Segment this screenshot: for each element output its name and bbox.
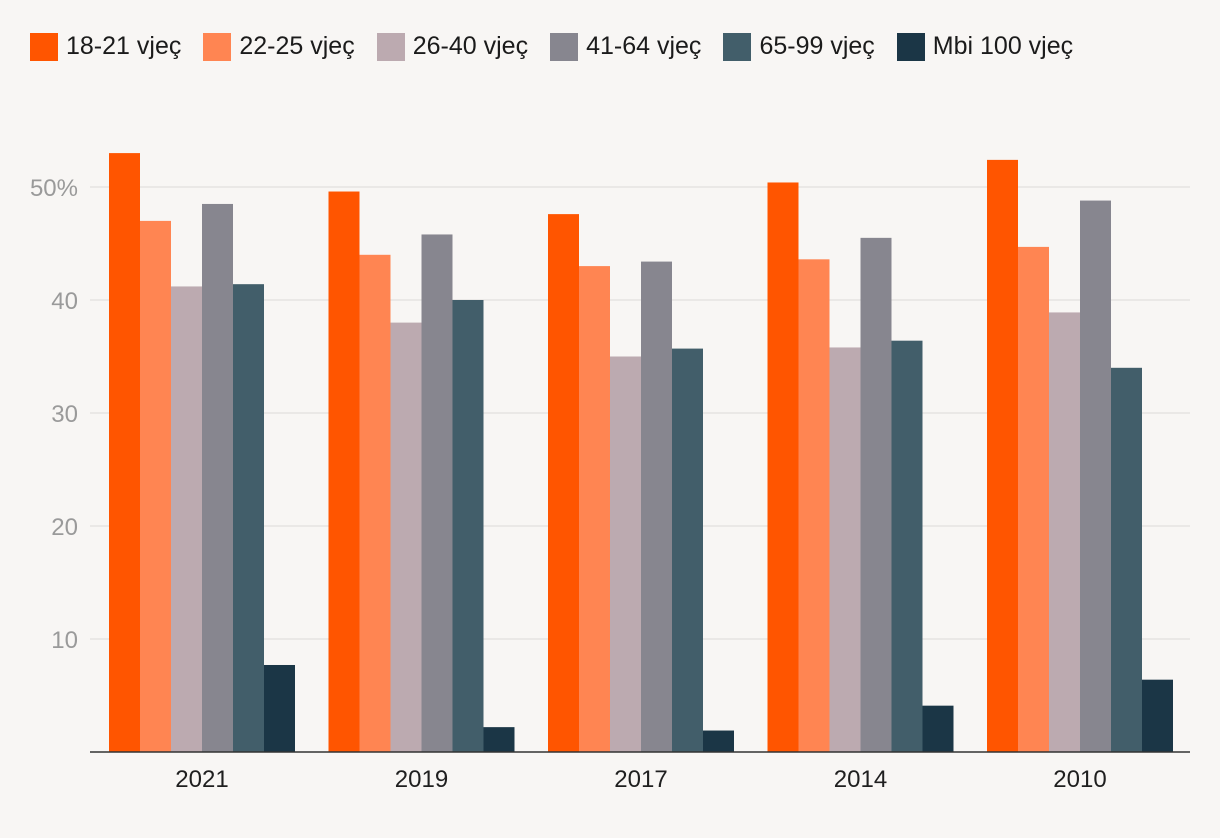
y-tick-label: 20	[51, 514, 78, 541]
bar	[987, 159, 1018, 752]
legend-item: 26-40 vjeç	[376, 32, 529, 61]
bar	[922, 705, 954, 752]
bar	[891, 340, 923, 752]
x-tick-label: 2010	[1053, 766, 1106, 793]
bar	[171, 286, 202, 752]
legend-label: 26-40 vjeç	[412, 32, 529, 60]
bar	[264, 664, 295, 752]
bar	[548, 214, 579, 752]
bar	[610, 356, 641, 752]
x-tick-label: 2017	[614, 766, 667, 793]
legend-item: 22-25 vjeç	[203, 32, 355, 61]
legend-swatch	[896, 32, 925, 61]
y-tick-label: 30	[51, 401, 78, 428]
legend-swatch	[723, 32, 752, 61]
bar	[359, 254, 391, 753]
legend-label: 22-25 vjeç	[239, 32, 355, 60]
legend-swatch	[30, 32, 58, 61]
bar	[672, 348, 703, 752]
bar	[703, 730, 734, 752]
bar	[202, 203, 233, 752]
legend-label: Mbi 100 vjeç	[932, 32, 1074, 60]
legend-swatch	[550, 32, 579, 61]
legend-item: 65-99 vjeç	[723, 32, 875, 61]
legend-swatch	[376, 32, 405, 61]
y-tick-label: 10	[51, 627, 78, 654]
legend-label: 65-99 vjeç	[759, 32, 875, 60]
bar	[452, 300, 484, 752]
bar	[860, 237, 892, 753]
bar	[798, 259, 830, 752]
bar	[233, 284, 264, 752]
legend-item: Mbi 100 vjeç	[896, 32, 1074, 61]
bar	[328, 191, 360, 752]
bar	[579, 266, 610, 752]
chart-legend: 18-21 vjeç 22-25 vjeç 26-40 vjeç 41-64 vjeç…	[30, 32, 1095, 61]
bar	[641, 261, 672, 752]
bar	[829, 347, 861, 752]
bar	[109, 153, 140, 753]
legend-label: 41-64 vjeç	[586, 32, 702, 60]
x-tick-label: 2021	[175, 766, 228, 793]
bar	[1080, 200, 1111, 752]
bar	[1018, 246, 1049, 752]
legend-swatch	[203, 32, 232, 61]
x-tick-label: 2019	[395, 766, 448, 793]
bar	[1049, 312, 1080, 752]
legend-item: 18-21 vjeç	[30, 32, 181, 61]
bar	[390, 322, 422, 752]
y-tick-label: 50%	[30, 175, 78, 202]
bar	[140, 220, 171, 752]
bar	[421, 234, 453, 752]
bar	[483, 727, 515, 752]
x-tick-label: 2014	[834, 766, 887, 793]
bar	[1142, 679, 1173, 752]
bar	[1111, 367, 1142, 752]
y-tick-label: 40	[51, 288, 78, 315]
legend-item: 41-64 vjeç	[550, 32, 701, 61]
legend-label: 18-21 vjeç	[66, 32, 182, 60]
bar	[767, 182, 799, 753]
